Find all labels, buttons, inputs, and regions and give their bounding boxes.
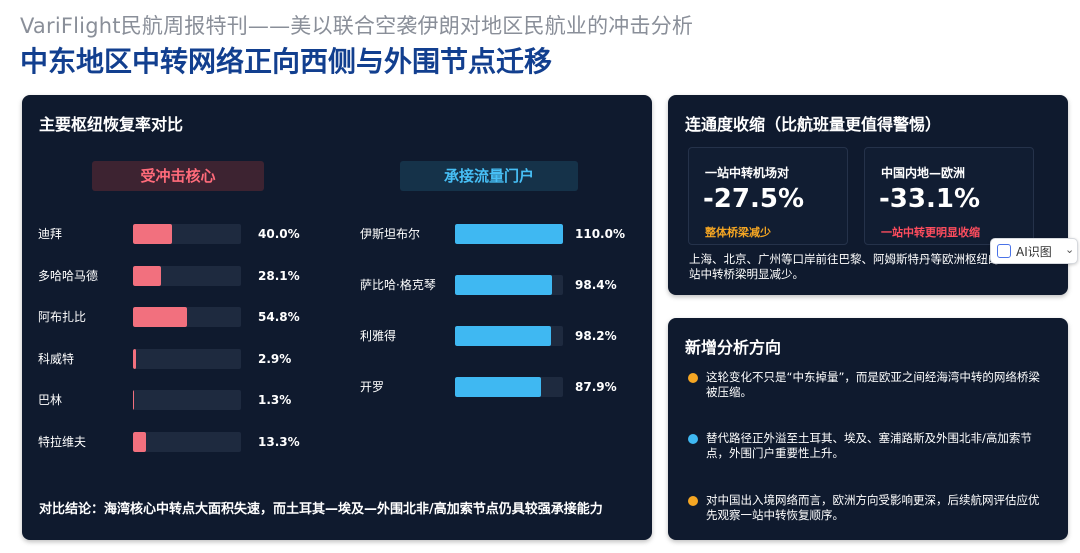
bullet-text: 替代路径正外溢至土耳其、埃及、塞浦路斯及外围北非/高加索节点，外围门户重要性上升… [706,431,1032,460]
hub-name: 科威特 [38,351,75,366]
hub-row: 伊斯坦布尔 110.0% [360,224,630,244]
recovery-bar [455,326,552,346]
recovery-rate-label: 40.0% [258,227,300,241]
hub-name: 特拉维夫 [38,434,87,449]
recovery-rate-label: 98.2% [575,329,617,343]
stat-note: 整体桥梁减少 [705,226,771,239]
recovery-bar-track [133,265,241,286]
recovery-bar [133,348,136,369]
connectivity-card-title: 连通度收缩（比航班量更值得警惕） [685,115,942,134]
gateway-group-label: 承接流量门户 [400,161,578,191]
comparison-conclusion: 对比结论：海湾核心中转点大面积失速，而土耳其—埃及—外围北非/高加索节点仍具较强… [39,502,603,517]
hub-name: 迪拜 [38,227,63,241]
hub-name: 巴林 [38,393,63,407]
hub-name: 伊斯坦布尔 [360,227,421,241]
hub-row: 科威特 2.9% [38,348,308,369]
recovery-rate-label: 98.4% [575,278,617,292]
connectivity-card: 连通度收缩（比航班量更值得警惕） 一站中转机场对 -27.5% 整体桥梁减少 中… [668,95,1068,295]
recovery-rate-label: 54.8% [258,310,300,324]
recovery-bar [133,431,147,452]
page-title: 中东地区中转网络正向西侧与外围节点迁移 [20,45,553,78]
recovery-bar [133,224,173,244]
bullet-dot-icon [688,434,698,444]
recovery-bar-track [455,377,563,397]
recovery-bar [133,390,135,410]
recovery-rate-label: 2.9% [258,351,292,366]
hub-row: 利雅得 98.2% [360,326,630,346]
report-subtitle: VariFlight民航周报特刊——美以联合空袭伊朗对地区民航业的冲击分析 [20,14,694,38]
hub-row: 特拉维夫 13.3% [38,431,308,452]
recovery-bar-track [133,390,241,410]
hub-name: 开罗 [360,380,385,394]
impact-group-label: 受冲击核心 [92,161,264,191]
stat-label: 中国内地—欧洲 [881,166,966,180]
hub-row: 萨比哈·格克琴 98.4% [360,275,630,295]
recovery-rate-label: 1.3% [258,393,292,407]
hub-name: 萨比哈·格克琴 [360,278,436,292]
recovery-bar [133,307,187,327]
recovery-bar [455,224,563,244]
recovery-rate-label: 28.1% [258,268,300,283]
connectivity-description: 上海、北京、广州等口岸前往巴黎、阿姆斯特丹等欧洲枢纽的一站中转桥梁明显减少。 [689,252,1011,281]
stat-note: 一站中转更明显收缩 [881,226,980,239]
bullet-text: 对中国出入境网络而言，欧洲方向受影响更深，后续航网评估应优先观察一站中转恢复顺序… [706,493,1040,522]
recovery-bar-track [455,326,563,346]
hub-row: 开罗 87.9% [360,377,630,397]
recovery-bar-track [455,224,563,244]
chevron-down-icon[interactable]: ⌄ [1065,243,1075,256]
stat-value: -33.1% [879,184,980,214]
recovery-bar-track [133,431,241,452]
recovery-bar-track [133,348,241,369]
stat-label: 一站中转机场对 [705,166,790,180]
hub-recovery-card: 主要枢纽恢复率对比 受冲击核心 承接流量门户 迪拜 40.0% 多哈哈马德 28.1%… [22,95,652,540]
ai-scan-icon [997,244,1011,258]
stat-china-europe: 中国内地—欧洲 -33.1% 一站中转更明显收缩 [864,147,1034,245]
bullet-dot-icon [688,373,698,383]
hub-row: 多哈哈马德 28.1% [38,265,308,286]
hub-card-title: 主要枢纽恢复率对比 [39,115,184,134]
hub-name: 多哈哈马德 [38,268,99,283]
recovery-rate-label: 110.0% [575,227,625,241]
analysis-directions-card: 新增分析方向 这轮变化不只是“中东掉量”，而是欧亚之间经海湾中转的网络桥梁被压缩… [668,318,1068,540]
recovery-bar [455,275,552,295]
recovery-rate-label: 13.3% [258,434,300,449]
recovery-bar-track [455,275,563,295]
analysis-card-title: 新增分析方向 [685,338,782,357]
recovery-bar-track [133,224,241,244]
bullet-text: 这轮变化不只是“中东掉量”，而是欧亚之间经海湾中转的网络桥梁被压缩。 [706,370,1040,399]
ai-image-recognition-button[interactable]: AI识图 ⌄ [990,238,1078,264]
recovery-bar [455,377,542,397]
recovery-bar-track [133,307,241,327]
hub-name: 阿布扎比 [38,310,87,324]
recovery-bar [133,265,161,286]
bullet-dot-icon [688,496,698,506]
hub-name: 利雅得 [360,329,397,343]
stat-value: -27.5% [703,184,804,214]
hub-row: 阿布扎比 54.8% [38,307,308,327]
hub-row: 巴林 1.3% [38,390,308,410]
ai-badge-label: AI识图 [1016,245,1052,259]
recovery-rate-label: 87.9% [575,380,617,394]
hub-row: 迪拜 40.0% [38,224,308,244]
stat-transfer-pairs: 一站中转机场对 -27.5% 整体桥梁减少 [688,147,848,245]
